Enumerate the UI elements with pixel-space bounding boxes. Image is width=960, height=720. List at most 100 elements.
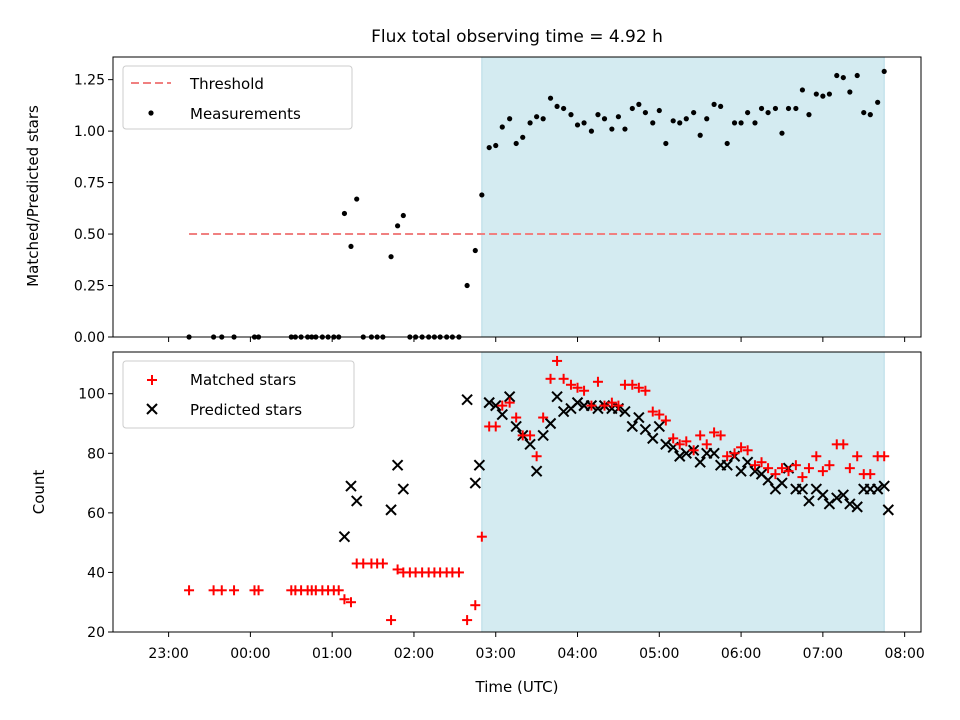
predicted-star-point-40 bbox=[694, 456, 706, 468]
predicted-star-point-32 bbox=[639, 423, 652, 436]
bottom-y-tick-label-0: 20 bbox=[87, 625, 105, 641]
measurement-point-79 bbox=[765, 109, 771, 116]
measurement-point-87 bbox=[820, 93, 826, 99]
measurement-point-75 bbox=[738, 120, 744, 126]
top-panel: 0.00 0.25 0.50 0.75 1.00 1.25 Threshold Measure… bbox=[74, 56, 922, 346]
x-tick-label-0: 23:00 bbox=[148, 646, 188, 662]
measurement-point-23 bbox=[388, 254, 394, 260]
measurement-point-50 bbox=[568, 112, 574, 118]
matched-star-point-53 bbox=[586, 400, 597, 411]
predicted-star-point-4 bbox=[391, 459, 404, 471]
legend-predicted-swatch bbox=[146, 403, 158, 415]
matched-star-point-48 bbox=[552, 355, 563, 366]
predicted-star-point-16 bbox=[530, 465, 543, 477]
matched-star-point-63 bbox=[654, 409, 665, 420]
predicted-star-point-17 bbox=[537, 429, 549, 442]
matched-star-point-39 bbox=[490, 421, 501, 432]
matched-star-point-81 bbox=[776, 463, 787, 474]
measurement-point-84 bbox=[799, 87, 806, 93]
predicted-star-point-20 bbox=[557, 405, 570, 418]
predicted-star-point-22 bbox=[571, 396, 584, 409]
measurement-point-74 bbox=[731, 120, 738, 126]
matched-star-point-36 bbox=[470, 600, 481, 611]
matched-star-point-92 bbox=[852, 451, 863, 462]
predicted-star-point-48 bbox=[749, 465, 761, 477]
matched-star-point-67 bbox=[681, 436, 692, 447]
predicted-star-point-11 bbox=[496, 408, 508, 421]
matched-star-point-56 bbox=[606, 397, 617, 408]
predicted-star-point-15 bbox=[524, 438, 536, 451]
predicted-star-point-18 bbox=[544, 417, 557, 430]
legend-measurements-swatch bbox=[148, 110, 154, 116]
predicted-star-point-67 bbox=[878, 480, 890, 492]
measurement-point-89 bbox=[834, 72, 840, 79]
measurement-point-18 bbox=[354, 196, 360, 202]
predicted-star-point-29 bbox=[619, 405, 631, 418]
matched-star-point-50 bbox=[565, 379, 576, 390]
predicted-star-point-33 bbox=[647, 432, 659, 445]
measurement-point-44 bbox=[527, 120, 533, 126]
predicted-star-point-42 bbox=[708, 447, 720, 459]
bottom-legend bbox=[122, 360, 355, 429]
top-y-tick-label-2: 0.50 bbox=[74, 227, 105, 243]
matched-star-point-82 bbox=[783, 466, 794, 477]
matched-star-point-47 bbox=[545, 373, 556, 384]
matched-star-point-65 bbox=[668, 433, 679, 444]
legend-measurements-label: Measurements bbox=[190, 105, 301, 123]
matched-star-point-91 bbox=[844, 463, 855, 474]
x-tick-label-5: 04:00 bbox=[557, 646, 597, 662]
predicted-star-point-6 bbox=[461, 393, 473, 406]
measurement-point-45 bbox=[534, 114, 540, 120]
matched-star-point-76 bbox=[742, 445, 753, 456]
top-shaded-region bbox=[481, 56, 885, 338]
measurement-point-47 bbox=[547, 95, 554, 101]
matched-star-point-59 bbox=[627, 379, 638, 390]
measurement-point-37 bbox=[479, 192, 485, 198]
predicted-star-point-52 bbox=[776, 477, 788, 489]
predicted-star-point-58 bbox=[817, 489, 829, 501]
predicted-star-point-66 bbox=[871, 483, 884, 495]
matched-star-point-66 bbox=[674, 439, 685, 450]
measurement-point-54 bbox=[595, 112, 601, 118]
matched-star-point-17 bbox=[345, 597, 356, 608]
matched-star-point-57 bbox=[613, 400, 624, 411]
matched-star-point-22 bbox=[377, 558, 388, 569]
measurement-point-95 bbox=[875, 99, 881, 105]
matched-star-point-69 bbox=[695, 430, 706, 441]
predicted-star-point-10 bbox=[490, 399, 502, 412]
predicted-star-point-1 bbox=[345, 480, 357, 492]
measurement-point-42 bbox=[513, 140, 519, 147]
top-y-axis-label: Matched/Predicted stars bbox=[24, 105, 42, 287]
measurement-point-96 bbox=[881, 68, 887, 75]
measurement-point-49 bbox=[561, 105, 567, 112]
x-tick-label-1: 00:00 bbox=[230, 646, 270, 662]
matched-star-point-35 bbox=[462, 615, 473, 626]
matched-star-point-87 bbox=[817, 466, 828, 477]
bottom-y-tick-label-3: 80 bbox=[87, 446, 105, 462]
measurement-point-82 bbox=[785, 105, 792, 112]
top-legend bbox=[122, 65, 353, 130]
measurement-point-94 bbox=[867, 112, 873, 118]
measurement-point-71 bbox=[711, 101, 717, 107]
matched-star-point-54 bbox=[592, 376, 603, 387]
measurement-point-62 bbox=[650, 120, 656, 126]
measurement-point-41 bbox=[507, 116, 513, 122]
measurement-point-88 bbox=[826, 91, 833, 97]
matched-star-point-96 bbox=[879, 451, 890, 462]
measurement-point-38 bbox=[486, 144, 492, 151]
measurement-point-67 bbox=[683, 116, 689, 122]
measurement-point-56 bbox=[609, 126, 615, 132]
measurement-point-90 bbox=[840, 74, 846, 81]
measurement-point-69 bbox=[697, 132, 703, 138]
bottom-panel: 20 40 60 80 100 Matched stars Predicted stars 2… bbox=[78, 351, 925, 662]
measurement-point-78 bbox=[758, 105, 765, 112]
measurement-point-52 bbox=[581, 120, 587, 126]
matched-star-point-71 bbox=[709, 427, 720, 438]
measurement-point-55 bbox=[601, 116, 608, 122]
matched-star-point-61 bbox=[640, 385, 651, 396]
matched-star-point-72 bbox=[715, 430, 726, 441]
x-tick-label-7: 06:00 bbox=[721, 646, 761, 662]
bottom-axes-frame bbox=[112, 351, 922, 633]
x-tick-label-2: 01:00 bbox=[312, 646, 352, 662]
matched-star-point-34 bbox=[453, 567, 464, 578]
